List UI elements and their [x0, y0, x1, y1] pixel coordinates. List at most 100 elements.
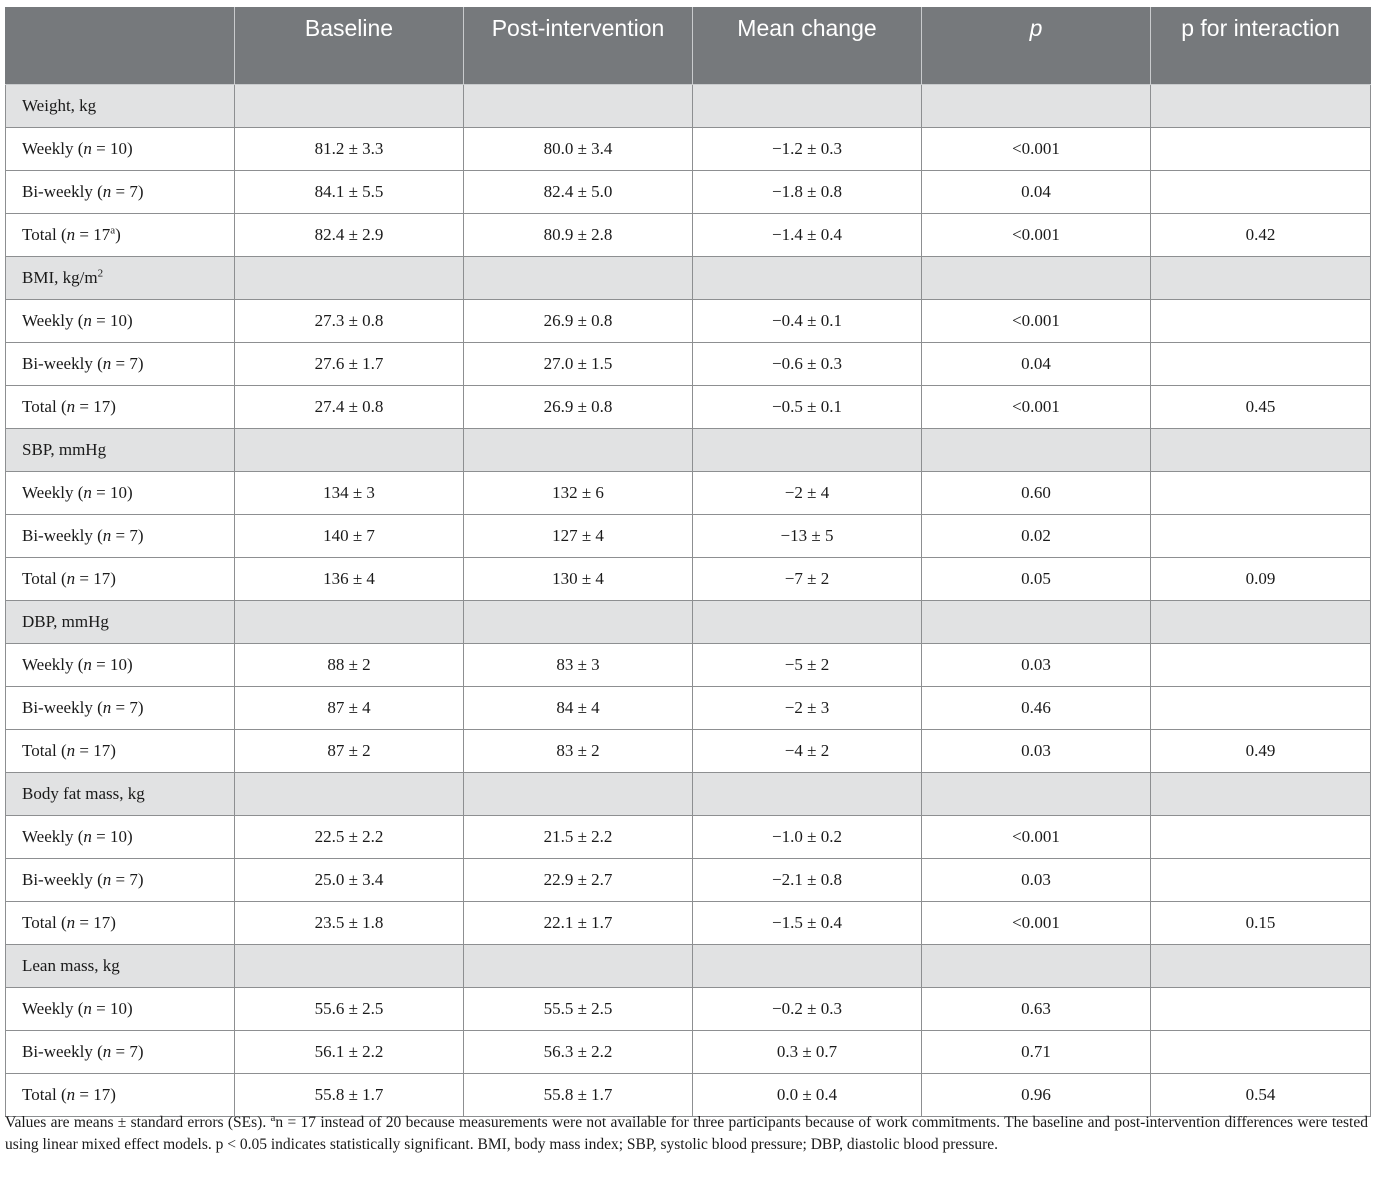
group-label: Total (n = 17a) — [5, 213, 235, 257]
group-name: Bi-weekly — [22, 182, 93, 201]
change-cell: −2 ± 4 — [692, 471, 922, 515]
table-row: Weekly (n = 10) 88 ± 2 83 ± 3 −5 ± 2 0.03 — [5, 643, 1371, 687]
post-cell: 22.9 ± 2.7 — [463, 858, 693, 902]
section-label: Lean mass, kg — [5, 944, 235, 988]
interaction-cell — [1150, 815, 1371, 859]
post-cell: 22.1 ± 1.7 — [463, 901, 693, 945]
section-empty-cell — [234, 944, 464, 988]
interaction-cell: 0.42 — [1150, 213, 1371, 257]
p-cell: 0.03 — [921, 858, 1151, 902]
section-row: Weight, kg — [5, 84, 1371, 128]
table-row: Weekly (n = 10) 22.5 ± 2.2 21.5 ± 2.2 −1.0 … — [5, 815, 1371, 859]
group-n: n = 7 — [102, 1042, 138, 1061]
table-footnote: Values are means ± standard errors (SEs)… — [5, 1112, 1368, 1156]
section-label: SBP, mmHg — [5, 428, 235, 472]
group-label: Bi-weekly (n = 7) — [5, 514, 235, 558]
change-cell: −0.5 ± 0.1 — [692, 385, 922, 429]
group-name: Bi-weekly — [22, 870, 93, 889]
change-cell: −0.2 ± 0.3 — [692, 987, 922, 1031]
change-cell: −1.0 ± 0.2 — [692, 815, 922, 859]
baseline-cell: 87 ± 2 — [234, 729, 464, 773]
change-cell: 0.3 ± 0.7 — [692, 1030, 922, 1074]
group-label: Total (n = 17) — [5, 385, 235, 429]
section-empty-cell — [692, 772, 922, 816]
header-mean-change: Mean change — [692, 7, 922, 85]
baseline-cell: 56.1 ± 2.2 — [234, 1030, 464, 1074]
interaction-cell — [1150, 170, 1371, 214]
table-row: Total (n = 17) 87 ± 2 83 ± 2 −4 ± 2 0.03 0.49 — [5, 729, 1371, 773]
post-cell: 56.3 ± 2.2 — [463, 1030, 693, 1074]
group-label: Bi-weekly (n = 7) — [5, 170, 235, 214]
baseline-cell: 82.4 ± 2.9 — [234, 213, 464, 257]
post-cell: 83 ± 3 — [463, 643, 693, 687]
group-name: Total — [22, 1085, 57, 1104]
group-label: Weekly (n = 10) — [5, 643, 235, 687]
group-name: Bi-weekly — [22, 698, 93, 717]
interaction-cell — [1150, 1030, 1371, 1074]
p-cell: 0.04 — [921, 170, 1151, 214]
group-n: n = 10 — [83, 311, 128, 330]
change-cell: −4 ± 2 — [692, 729, 922, 773]
table-row: Weekly (n = 10) 55.6 ± 2.5 55.5 ± 2.5 −0.2 … — [5, 987, 1371, 1031]
section-empty-cell — [1150, 944, 1371, 988]
group-label: Weekly (n = 10) — [5, 299, 235, 343]
post-cell: 55.5 ± 2.5 — [463, 987, 693, 1031]
group-label: Total (n = 17) — [5, 729, 235, 773]
p-cell: <0.001 — [921, 385, 1151, 429]
interaction-cell: 0.45 — [1150, 385, 1371, 429]
group-label: Bi-weekly (n = 7) — [5, 1030, 235, 1074]
table-row: Bi-weekly (n = 7) 84.1 ± 5.5 82.4 ± 5.0 −1.… — [5, 170, 1371, 214]
group-label: Weekly (n = 10) — [5, 471, 235, 515]
p-cell: <0.001 — [921, 299, 1151, 343]
group-label: Weekly (n = 10) — [5, 815, 235, 859]
section-empty-cell — [463, 84, 693, 128]
section-empty-cell — [463, 600, 693, 644]
section-empty-cell — [463, 772, 693, 816]
table-body: Weight, kg Weekly (n = 10) 81.2 ± 3.3 80.0 … — [5, 84, 1371, 1117]
p-cell: 0.71 — [921, 1030, 1151, 1074]
baseline-cell: 84.1 ± 5.5 — [234, 170, 464, 214]
group-n: n = 10 — [83, 827, 128, 846]
group-label: Bi-weekly (n = 7) — [5, 858, 235, 902]
table-row: Weekly (n = 10) 134 ± 3 132 ± 6 −2 ± 4 0.60 — [5, 471, 1371, 515]
baseline-cell: 55.8 ± 1.7 — [234, 1073, 464, 1117]
header-empty — [5, 7, 235, 85]
p-cell: 0.46 — [921, 686, 1151, 730]
post-cell: 84 ± 4 — [463, 686, 693, 730]
group-name: Bi-weekly — [22, 1042, 93, 1061]
group-n: n = 7 — [102, 870, 138, 889]
table-row: Total (n = 17) 136 ± 4 130 ± 4 −7 ± 2 0.05 0.… — [5, 557, 1371, 601]
group-n: n = 7 — [102, 526, 138, 545]
header-post-intervention: Post-intervention — [463, 7, 693, 85]
change-cell: 0.0 ± 0.4 — [692, 1073, 922, 1117]
section-label-text: Lean mass, kg — [22, 956, 120, 975]
post-cell: 26.9 ± 0.8 — [463, 299, 693, 343]
section-empty-cell — [234, 600, 464, 644]
group-name: Weekly — [22, 483, 74, 502]
section-row: Lean mass, kg — [5, 944, 1371, 988]
group-n: n = 17 — [66, 913, 111, 932]
group-n: n = 10 — [83, 655, 128, 674]
p-cell: 0.03 — [921, 643, 1151, 687]
section-empty-cell — [1150, 600, 1371, 644]
group-n: n = 17 — [66, 397, 111, 416]
group-name: Weekly — [22, 311, 74, 330]
post-cell: 26.9 ± 0.8 — [463, 385, 693, 429]
section-row: DBP, mmHg — [5, 600, 1371, 644]
post-cell: 55.8 ± 1.7 — [463, 1073, 693, 1117]
change-cell: −2 ± 3 — [692, 686, 922, 730]
interaction-cell: 0.15 — [1150, 901, 1371, 945]
section-empty-cell — [921, 944, 1151, 988]
p-cell: <0.001 — [921, 901, 1151, 945]
section-label-text: SBP, mmHg — [22, 440, 107, 459]
group-n: n = 17 — [66, 569, 111, 588]
table-row: Bi-weekly (n = 7) 25.0 ± 3.4 22.9 ± 2.7 −2.… — [5, 858, 1371, 902]
group-name: Weekly — [22, 999, 74, 1018]
baseline-cell: 55.6 ± 2.5 — [234, 987, 464, 1031]
section-label: BMI, kg/m2 — [5, 256, 235, 300]
footnote-lead: Values are means ± standard errors (SEs)… — [5, 1114, 271, 1131]
section-empty-cell — [921, 256, 1151, 300]
section-label-text: DBP, mmHg — [22, 612, 109, 631]
section-empty-cell — [234, 772, 464, 816]
section-empty-cell — [692, 944, 922, 988]
